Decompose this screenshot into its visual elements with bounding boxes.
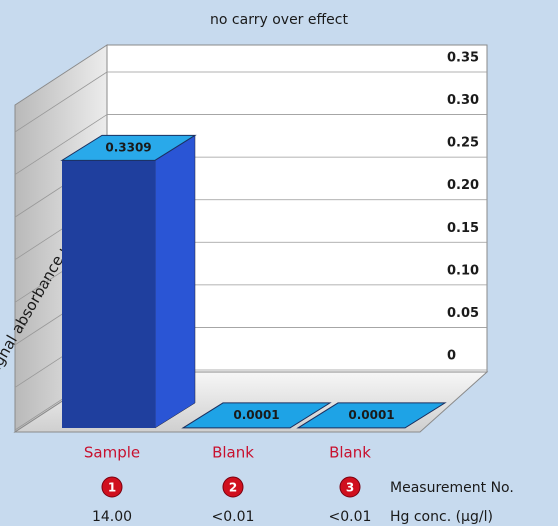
bar-side <box>154 134 196 429</box>
hg-conc: <0.01 <box>329 509 372 525</box>
bar-top <box>181 402 332 429</box>
grid-line <box>14 71 108 133</box>
measurement-number: 2 <box>229 481 237 495</box>
y-tick-label: 0.35 <box>447 51 479 66</box>
bar <box>62 160 155 428</box>
bar-top <box>296 402 447 429</box>
value-label: 0.0001 <box>233 408 279 422</box>
y-tick-label: 0.30 <box>447 93 479 108</box>
x-tick-label: Blank <box>212 444 254 462</box>
y-tick-label: 0.10 <box>447 263 479 278</box>
measurement-badge <box>339 476 361 498</box>
measurement-number: 1 <box>108 481 116 495</box>
y-tick-label: 0.15 <box>447 221 479 236</box>
measurement-badge <box>222 476 244 498</box>
hg-label: Hg conc. (μg/l) <box>390 509 493 525</box>
y-tick-label: 0.20 <box>447 178 479 193</box>
x-tick-label: Blank <box>329 444 371 462</box>
y-tick-label: 0.25 <box>447 136 479 151</box>
hg-conc: <0.01 <box>212 509 255 525</box>
measurement-label: Measurement No. <box>390 480 514 496</box>
y-tick-label: 0 <box>447 349 456 364</box>
x-tick-label: Sample <box>84 444 140 462</box>
value-label: 0.3309 <box>105 140 151 154</box>
value-label: 0.0001 <box>348 408 394 422</box>
measurement-number: 3 <box>346 481 354 495</box>
measurement-badge <box>101 476 123 498</box>
chart-title: no carry over effect <box>210 12 348 28</box>
hg-conc: 14.00 <box>92 509 132 525</box>
y-tick-label: 0.05 <box>447 306 479 321</box>
grid-line <box>14 114 108 175</box>
bar-top <box>60 134 197 161</box>
